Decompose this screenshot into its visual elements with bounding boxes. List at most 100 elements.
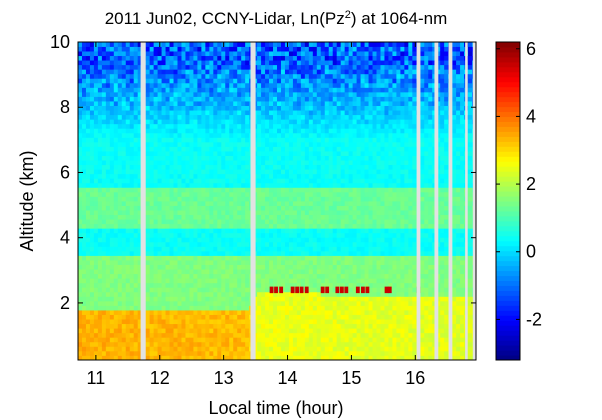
heatmap-cell: [133, 282, 139, 288]
heatmap-cell: [348, 237, 354, 243]
heatmap-cell: [320, 323, 326, 329]
heatmap-cell: [185, 178, 190, 184]
heatmap-cell: [137, 310, 143, 315]
heatmap-cell: [181, 337, 186, 343]
heatmap-cell: [241, 55, 246, 61]
heatmap-cell: [344, 169, 350, 175]
heatmap-cell: [109, 160, 115, 166]
heatmap-cell: [153, 132, 158, 138]
heatmap-cell: [261, 101, 266, 106]
heatmap-cell: [324, 255, 330, 261]
heatmap-cell: [81, 241, 87, 247]
heatmap-cell: [328, 55, 334, 61]
heatmap-cell: [149, 287, 155, 293]
heatmap-cell: [113, 214, 119, 220]
heatmap-cell: [101, 350, 107, 356]
heatmap-cell: [173, 196, 178, 202]
heatmap-cell: [261, 219, 266, 225]
heatmap-cell: [89, 82, 95, 88]
heatmap-cell: [257, 105, 262, 111]
heatmap-cell: [265, 264, 270, 270]
heatmap-cell: [201, 205, 206, 211]
heatmap-cell: [328, 178, 334, 184]
heatmap-cell: [229, 155, 234, 161]
heatmap-cell: [213, 246, 218, 252]
heatmap-cell: [352, 278, 357, 284]
heatmap-cell: [193, 328, 198, 334]
heatmap-cell: [217, 160, 222, 166]
heatmap-cell: [265, 191, 270, 197]
heatmap-cell: [269, 260, 274, 265]
heatmap-cell: [261, 141, 266, 147]
heatmap-cell: [81, 132, 87, 138]
heatmap-cell: [78, 264, 83, 270]
heatmap-cell: [81, 42, 87, 47]
heatmap-cell: [113, 64, 119, 70]
heatmap-cell: [89, 341, 95, 347]
heatmap-cell: [197, 128, 202, 134]
heatmap-cell: [197, 328, 202, 334]
heatmap-cell: [296, 101, 302, 106]
heatmap-cell: [205, 319, 210, 325]
heatmap-cell: [273, 101, 278, 106]
heatmap-cell: [292, 191, 298, 197]
heatmap-cell: [292, 137, 298, 143]
heatmap-cell: [177, 55, 182, 61]
heatmap-cell: [89, 232, 95, 238]
heatmap-cell: [328, 141, 334, 147]
heatmap-cell: [261, 119, 266, 125]
heatmap-cell: [277, 223, 282, 229]
heatmap-cell: [304, 201, 310, 206]
heatmap-cell: [288, 169, 294, 175]
heatmap-cell: [241, 300, 246, 306]
heatmap-cell: [113, 151, 119, 156]
heatmap-cell: [193, 296, 198, 302]
heatmap-cell: [113, 105, 119, 111]
heatmap-cell: [209, 332, 214, 338]
heatmap-cell: [201, 96, 206, 102]
heatmap-cell: [153, 314, 158, 320]
heatmap-cell: [201, 237, 206, 243]
heatmap-cell: [93, 287, 99, 293]
heatmap-cell: [197, 160, 202, 166]
heatmap-cell: [340, 42, 346, 47]
heatmap-cell: [113, 246, 119, 252]
heatmap-cell: [173, 273, 178, 279]
heatmap-cell: [284, 341, 290, 347]
heatmap-cell: [113, 232, 119, 238]
heatmap-cell: [225, 346, 230, 352]
heatmap-cell: [173, 355, 178, 360]
heatmap-cell: [225, 296, 230, 302]
heatmap-cell: [308, 42, 314, 47]
heatmap-cell: [117, 350, 123, 356]
heatmap-cell: [261, 228, 266, 234]
heatmap-cell: [129, 332, 135, 338]
heatmap-cell: [316, 46, 322, 52]
heatmap-cell: [225, 323, 230, 329]
heatmap-cell: [344, 237, 350, 243]
heatmap-cell: [288, 205, 294, 211]
heatmap-cell: [288, 223, 294, 229]
heatmap-cell: [145, 273, 151, 279]
heatmap-cell: [157, 214, 162, 220]
heatmap-cell: [169, 173, 174, 179]
heatmap-cell: [93, 160, 99, 166]
heatmap-cell: [340, 241, 346, 247]
heatmap-cell: [93, 128, 99, 134]
heatmap-cell: [257, 260, 262, 265]
heatmap-cell: [181, 69, 186, 75]
heatmap-cell: [312, 214, 318, 220]
heatmap-cell: [78, 128, 83, 134]
heatmap-cell: [265, 246, 270, 252]
heatmap-cell: [277, 250, 282, 256]
heatmap-cell: [161, 164, 166, 170]
heatmap-cell: [193, 64, 198, 70]
heatmap-cell: [356, 337, 361, 343]
heatmap-cell: [93, 332, 99, 338]
heatmap-cell: [101, 101, 107, 106]
heatmap-cell: [348, 187, 354, 193]
heatmap-cell: [109, 273, 115, 279]
heatmap-cell: [125, 246, 131, 252]
heatmap-cell: [300, 341, 306, 347]
heatmap-cell: [101, 296, 107, 302]
